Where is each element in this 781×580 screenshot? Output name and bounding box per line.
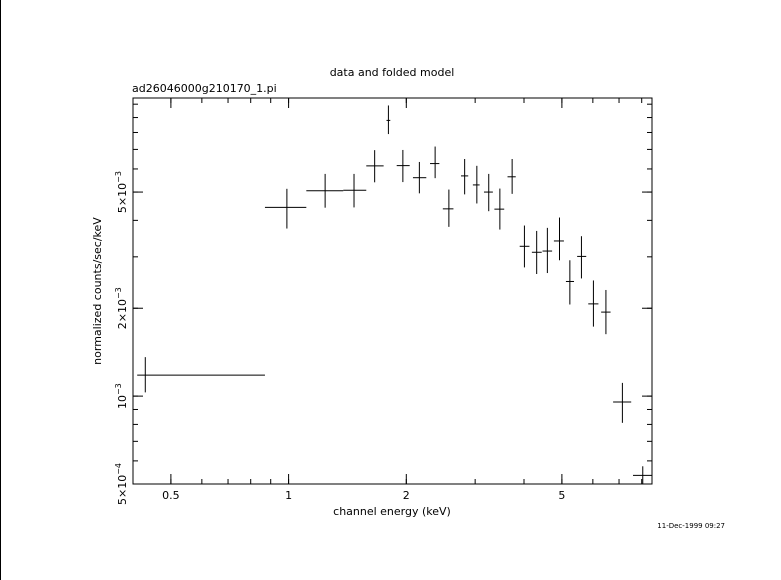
y-tick-label: 5×10−3 [114,171,129,213]
data-point [343,173,367,208]
x-tick-label: 0.5 [162,489,180,502]
data-point [601,289,611,335]
data-point [577,236,587,279]
data-point [412,161,427,194]
plot-frame [132,97,653,485]
y-tick-label: 10−3 [114,383,129,409]
y-axis: 5×10−410−32×10−35×10−3 [114,171,652,505]
y-tick-label: 5×10−4 [114,463,129,505]
x-axis-label: channel energy (keV) [333,505,451,518]
chart-title: data and folded model [330,66,455,79]
data-point [460,158,469,195]
data-point [306,173,344,208]
data-point [472,165,480,204]
data-point [264,188,307,229]
data-points [137,105,652,484]
data-point [396,149,410,183]
y-tick-label-text: 2×10−3 [114,287,129,329]
data-point [565,260,575,305]
y-tick-label-text: 5×10−4 [114,463,129,505]
y-tick-exponent: −3 [114,383,123,395]
y-tick-mantissa: 5×10 [116,475,129,505]
x-minor-ticks [132,98,643,484]
chart-subtitle: ad26046000g210170_1.pi [132,82,277,95]
data-point [494,188,505,230]
data-point [137,357,265,393]
data-point [632,466,652,484]
y-tick-mantissa: 2×10 [116,299,129,329]
y-tick-exponent: −3 [114,287,123,299]
data-point [430,146,440,179]
data-point [519,225,530,268]
y-tick-mantissa: 5×10 [116,183,129,213]
data-point [531,230,542,275]
data-point [366,150,384,183]
y-tick-label: 2×10−3 [114,287,129,329]
data-point [553,217,564,261]
data-point [483,173,493,212]
y-tick-exponent: −3 [114,171,123,183]
timestamp: 11-Dec-1999 09:27 [657,522,725,530]
y-tick-label-text: 5×10−3 [114,171,129,213]
y-tick-exponent: −4 [114,463,123,475]
data-point [442,189,454,227]
y-tick-label-text: 10−3 [114,383,129,409]
data-point [588,280,599,327]
y-tick-mantissa: 10 [116,395,129,409]
data-point [507,158,516,194]
data-point [542,227,553,274]
x-tick-label: 5 [558,489,565,502]
data-point [613,382,632,423]
y-minor-ticks [133,103,652,485]
x-tick-label: 2 [403,489,410,502]
data-point [386,105,391,135]
y-axis-label: normalized counts/sec/keV [91,217,104,365]
x-axis: 0.5 1 2 5 [162,98,565,502]
x-tick-label: 1 [285,489,292,502]
